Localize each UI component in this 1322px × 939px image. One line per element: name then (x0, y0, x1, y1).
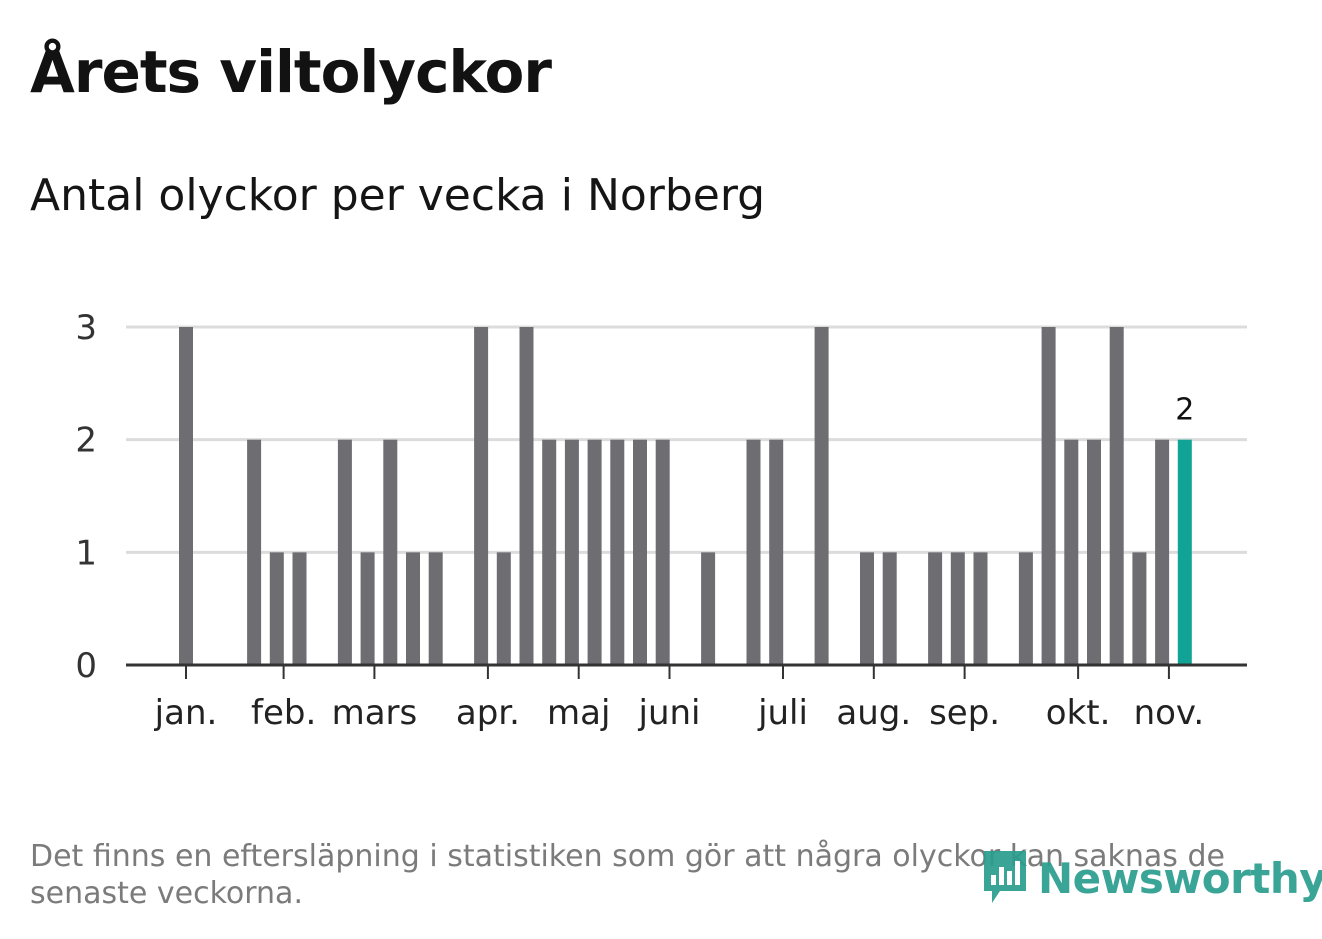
bar (633, 439, 647, 665)
bar (950, 552, 965, 665)
bar (1132, 552, 1147, 665)
bar (496, 552, 511, 665)
highlight-value-label: 2 (1175, 393, 1194, 428)
bar (564, 439, 579, 665)
chart-title: Årets viltolyckor (30, 38, 552, 106)
bar (1018, 552, 1033, 665)
x-tick-label: feb. (251, 693, 316, 733)
bar (269, 552, 284, 665)
y-tick-label: 2 (75, 421, 97, 461)
x-tick-label: jan. (154, 693, 218, 733)
bar (383, 439, 398, 665)
x-tick-label: okt. (1046, 693, 1111, 733)
x-axis-ticks: jan. feb. mars apr. maj juni juli aug. sep. okt. n… (154, 665, 1205, 733)
bar (474, 327, 489, 665)
brand-name: Newsworthy (1038, 853, 1322, 903)
bar (860, 552, 874, 665)
bar (882, 552, 897, 665)
y-tick-label: 0 (75, 646, 97, 686)
bar (360, 552, 375, 665)
bar (337, 439, 352, 665)
x-tick-label: juni (638, 693, 701, 733)
bar (928, 552, 943, 665)
x-tick-label: maj (547, 693, 610, 733)
gridlines (126, 325, 1247, 554)
y-tick-label: 3 (75, 308, 97, 348)
bar-chart: 0 1 2 3 jan. feb. mars apr. maj juni juli aug. sep.… (75, 308, 1247, 733)
bar-series (179, 327, 1192, 665)
bar (814, 327, 829, 665)
bar (247, 439, 262, 665)
bar (1109, 327, 1124, 665)
bar (179, 327, 193, 665)
bar (1087, 439, 1101, 665)
bar (769, 439, 784, 665)
bar-chart-logo-icon (984, 851, 1026, 903)
y-tick-label: 1 (75, 533, 97, 573)
bar (587, 439, 602, 665)
bar-highlight (1177, 439, 1192, 665)
bar (1041, 327, 1056, 665)
bar (519, 327, 534, 665)
bar (1155, 439, 1170, 665)
bar (610, 439, 625, 665)
bar (1064, 439, 1079, 665)
x-tick-label: sep. (929, 693, 1000, 733)
bar (701, 552, 716, 665)
x-tick-label: aug. (836, 693, 911, 733)
y-axis-tick-labels: 0 1 2 3 (75, 308, 97, 686)
x-tick-label: nov. (1134, 693, 1205, 733)
bar (406, 552, 420, 665)
x-tick-label: apr. (456, 693, 520, 733)
chart-subtitle: Antal olyckor per vecka i Norberg (30, 170, 766, 221)
bar (292, 552, 307, 665)
newsworthy-logo: Newsworthy (980, 845, 1322, 911)
x-tick-label: juli (757, 693, 808, 733)
bar (973, 552, 988, 665)
x-tick-label: mars (332, 693, 418, 733)
bar (655, 439, 670, 665)
bar (746, 439, 761, 665)
bar (542, 439, 557, 665)
bar (428, 552, 443, 665)
